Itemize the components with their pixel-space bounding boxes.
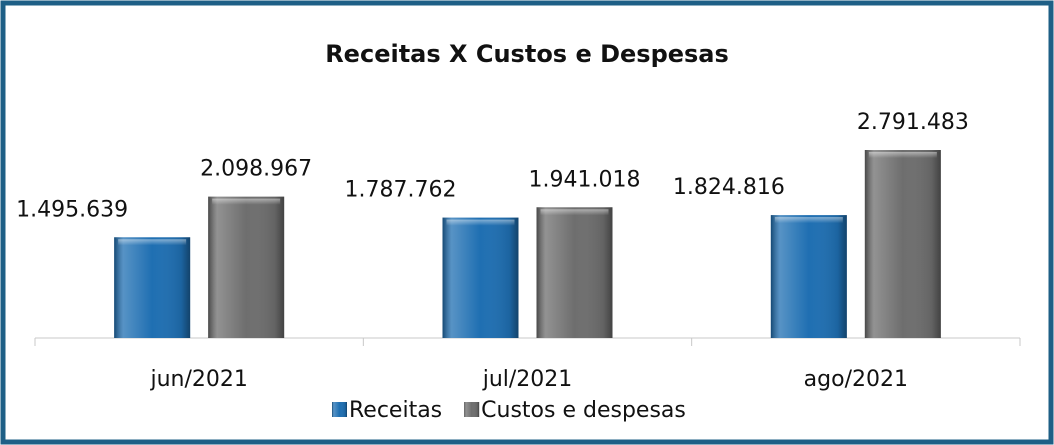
data-label: 2.791.483	[857, 110, 969, 135]
bar-shine	[536, 207, 613, 338]
legend-label: Receitas	[349, 398, 442, 423]
data-label: 1.787.762	[345, 178, 457, 203]
bar-cap	[212, 198, 281, 205]
legend-swatch-shine	[464, 402, 480, 417]
bar-shine	[442, 217, 519, 338]
x-tick-label: jun/2021	[149, 367, 247, 392]
data-label: 2.098.967	[200, 157, 312, 182]
chart-title: Receitas X Custos e Despesas	[325, 40, 729, 68]
bar-cap	[446, 219, 515, 226]
data-label: 1.495.639	[16, 197, 128, 222]
bar-cap	[774, 217, 843, 224]
bar-cap	[118, 239, 187, 246]
bar-cap	[868, 152, 937, 158]
data-label: 1.941.018	[529, 167, 641, 192]
data-label: 1.824.816	[673, 175, 785, 200]
bar-shine	[864, 150, 941, 338]
legend-label: Custos e despesas	[481, 398, 686, 423]
bar-shine	[770, 215, 847, 338]
bar-shine	[208, 196, 285, 338]
bar-cap	[540, 209, 609, 216]
x-tick-label: jul/2021	[482, 367, 573, 392]
x-tick-label: ago/2021	[804, 367, 908, 392]
bar-shine	[114, 237, 191, 338]
legend-swatch-shine	[332, 402, 347, 417]
